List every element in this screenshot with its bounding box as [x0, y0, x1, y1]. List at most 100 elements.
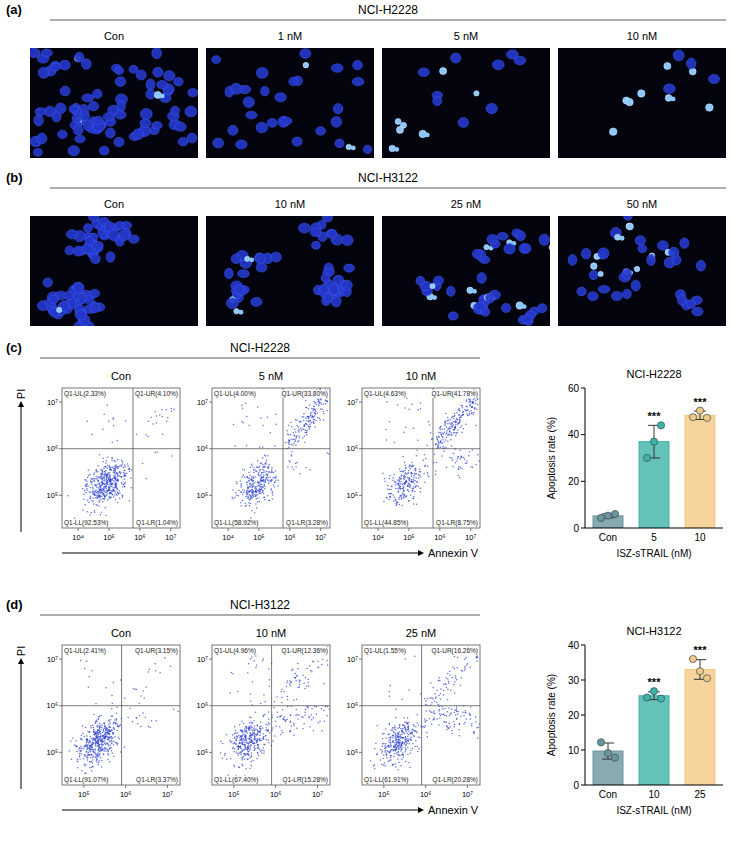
event-dot [110, 468, 112, 470]
nucleus [589, 271, 598, 280]
event-dot [91, 481, 93, 483]
event-dot [395, 501, 397, 503]
event-dot [398, 485, 400, 487]
nucleus [243, 97, 254, 108]
nucleus [73, 125, 83, 135]
micrograph [558, 216, 726, 326]
event-dot [420, 476, 422, 478]
label-patch [214, 519, 259, 527]
event-dot [99, 495, 101, 497]
event-dot [239, 480, 241, 482]
tick [378, 528, 379, 531]
event-dot [395, 488, 397, 490]
event-dot [84, 490, 86, 492]
event-dot [441, 443, 443, 445]
event-dot [106, 404, 108, 406]
event-dot [124, 473, 126, 475]
nucleus [433, 276, 443, 285]
event-dot [458, 414, 460, 416]
event-dot [257, 497, 259, 499]
nucleus [507, 50, 519, 59]
event-dot [253, 478, 255, 480]
event-dot [413, 427, 415, 429]
event-dot [461, 457, 463, 459]
event-dot [249, 483, 251, 485]
event-dot [402, 485, 404, 487]
event-dot [475, 464, 477, 466]
event-dot [457, 456, 459, 458]
event-dot [262, 425, 264, 427]
event-dot [401, 474, 403, 476]
event-dot [459, 410, 461, 412]
apoptotic-nucleus [706, 104, 714, 112]
tick [359, 448, 362, 449]
event-dot [409, 486, 411, 488]
event-dot [95, 478, 97, 480]
event-dot [275, 470, 277, 472]
event-dot [255, 492, 256, 494]
event-dot [412, 481, 414, 483]
event-dot [404, 494, 406, 496]
event-dot [253, 495, 255, 497]
event-dot [293, 432, 295, 434]
event-dot [397, 483, 399, 485]
event-dot [454, 427, 456, 429]
event-dot [437, 445, 439, 447]
event-dot [95, 504, 97, 506]
event-dot [451, 426, 453, 428]
event-dot [119, 492, 121, 494]
group-heading: NCI-H2228 [358, 3, 418, 17]
event-dot [119, 497, 121, 499]
event-dot [99, 487, 101, 489]
label-patch [136, 519, 179, 527]
event-dot [127, 463, 128, 465]
event-dot [106, 493, 108, 495]
apoptotic-nucleus [396, 126, 403, 133]
nucleus [692, 307, 703, 316]
event-dot [308, 426, 310, 428]
event-dot [97, 476, 99, 478]
event-dot [100, 487, 102, 489]
event-dot [90, 497, 92, 499]
event-dot [110, 484, 112, 486]
event-dot [259, 491, 261, 493]
event-dot [275, 476, 277, 478]
event-dot [260, 463, 262, 465]
event-dot [473, 412, 475, 414]
nucleus [160, 94, 171, 103]
tick [209, 402, 212, 403]
event-dot [441, 436, 443, 438]
event-dot [311, 415, 313, 417]
event-dot [120, 473, 122, 475]
event-dot [86, 484, 88, 486]
nucleus [433, 96, 442, 105]
event-dot [313, 406, 315, 408]
event-dot [417, 439, 419, 441]
event-dot [419, 469, 421, 471]
event-dot [96, 470, 98, 472]
event-dot [473, 414, 475, 416]
tick-label: 10⁶ [284, 533, 295, 542]
event-dot [318, 405, 320, 407]
event-dot [459, 419, 461, 421]
event-dot [261, 472, 263, 474]
nucleus [37, 133, 47, 144]
nucleus [50, 63, 61, 71]
event-dot [452, 416, 454, 418]
nucleus [103, 113, 114, 121]
event-dot [406, 495, 408, 497]
event-dot [105, 466, 107, 468]
event-dot [116, 494, 118, 496]
event-dot [470, 466, 472, 468]
event-dot [408, 472, 410, 474]
event-dot [116, 494, 118, 496]
nucleus [185, 106, 197, 117]
apoptotic-nucleus [591, 263, 598, 270]
event-dot [112, 484, 114, 486]
event-dot [475, 425, 477, 427]
micrograph [206, 48, 374, 158]
event-dot [308, 408, 310, 410]
event-dot [115, 464, 117, 466]
event-dot [117, 480, 119, 482]
nucleus [577, 287, 586, 296]
